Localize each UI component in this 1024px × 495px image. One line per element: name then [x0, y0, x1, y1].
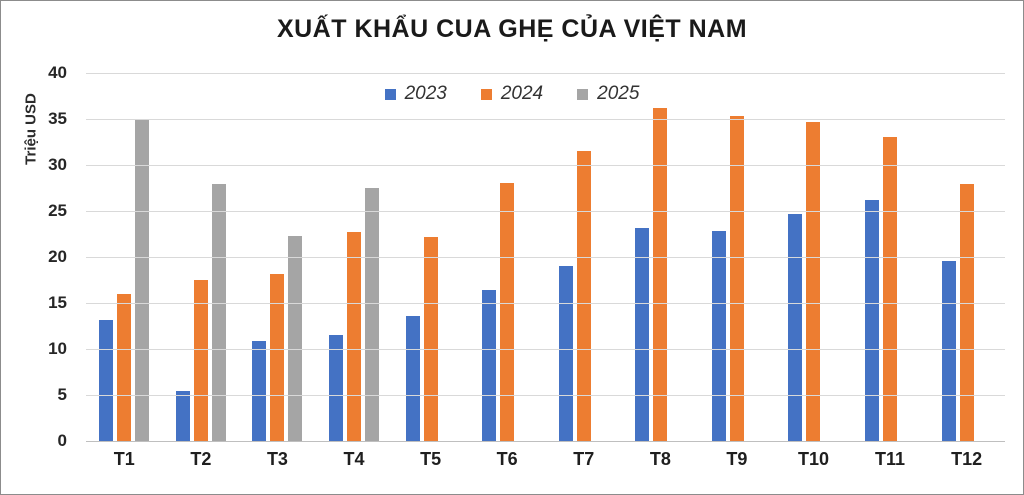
- x-tick-label-t4: T4: [343, 449, 365, 469]
- bar-2023-t10: [788, 213, 803, 441]
- legend-item-2023: 2023: [384, 83, 447, 105]
- bar-group-t3: [239, 73, 316, 441]
- legend: 2023 2024 2025: [1, 83, 1023, 105]
- bar-2024-t9: [729, 116, 744, 441]
- bar-2023-t4: [329, 335, 344, 441]
- bar-2024-t4: [347, 232, 362, 441]
- bar-groups: [86, 73, 1005, 441]
- x-tick-label-t9: T9: [726, 449, 748, 469]
- bar-group-t11: [852, 73, 929, 441]
- x-tick-label-t6: T6: [496, 449, 518, 469]
- bar-2023-t2: [175, 391, 190, 441]
- legend-swatch-icon-2023: [384, 88, 396, 100]
- x-tick-label-t5: T5: [420, 449, 442, 469]
- bar-group-t4: [316, 73, 393, 441]
- y-tick-label-25: 25: [48, 201, 67, 220]
- bar-group-t9: [699, 73, 776, 441]
- chart-title: XUẤT KHẨU CUA GHẸ CỦA VIỆT NAM: [276, 15, 748, 43]
- bar-2023-t3: [252, 340, 267, 441]
- bar-2023-t7: [558, 266, 573, 441]
- x-tick-label-t7: T7: [573, 449, 595, 469]
- gridline-y-15: [86, 302, 1005, 304]
- bar-2023-t12: [941, 260, 956, 441]
- bar-2024-t11: [883, 137, 898, 441]
- plot-area: [86, 72, 1005, 442]
- bar-2023-t8: [635, 227, 650, 441]
- gridline-y-40: [86, 72, 1005, 74]
- legend-label-2023: 2023: [404, 83, 447, 104]
- bar-2024-t10: [806, 121, 821, 441]
- x-axis: T1 T2 T3 T4 T5 T6 T7 T8 T9 T10 T11 T12: [86, 449, 1005, 470]
- y-tick-label-15: 15: [48, 293, 67, 312]
- x-tick-label-t11: T11: [875, 449, 906, 469]
- bar-2024-t2: [193, 280, 208, 441]
- y-tick-label-5: 5: [57, 385, 67, 404]
- x-tick-label-t10: T10: [797, 449, 829, 469]
- bar-2024-t3: [270, 273, 285, 441]
- bar-2025-t2: [211, 184, 226, 441]
- y-tick-label-10: 10: [48, 339, 67, 358]
- bar-2023-t5: [405, 315, 420, 441]
- gridline-y-30: [86, 164, 1005, 166]
- legend-label-2024: 2024: [500, 83, 544, 104]
- legend-item-2025: 2025: [577, 83, 639, 105]
- bar-group-t12: [928, 73, 1005, 441]
- y-tick-label-40: 40: [48, 63, 67, 82]
- y-tick-label-35: 35: [48, 109, 67, 128]
- bar-2025-t4: [365, 188, 380, 441]
- bar-2024-t7: [576, 151, 591, 441]
- y-axis: 0 5 10 15 20 25 30 35 40: [1, 63, 77, 450]
- bar-2023-t6: [482, 290, 497, 441]
- y-tick-label-0: 0: [57, 431, 67, 450]
- legend-swatch-icon-2025: [577, 88, 589, 100]
- bar-2023-t11: [865, 199, 880, 441]
- gridline-y-25: [86, 210, 1005, 212]
- bar-2023-t1: [99, 320, 114, 441]
- bar-2025-t3: [288, 235, 303, 441]
- gridline-y-5: [86, 394, 1005, 396]
- bar-2023-t9: [711, 231, 726, 441]
- x-tick-label-t8: T8: [649, 449, 671, 469]
- gridline-y-35: [86, 118, 1005, 120]
- bar-group-t10: [775, 73, 852, 441]
- x-tick-label-t2: T2: [190, 449, 212, 469]
- bar-group-t5: [392, 73, 469, 441]
- legend-item-2024: 2024: [480, 83, 544, 105]
- bar-2025-t1: [135, 119, 150, 441]
- bar-2024-t8: [653, 107, 668, 441]
- gridline-y-0: [86, 440, 1005, 442]
- gridline-y-10: [86, 348, 1005, 350]
- bar-group-t8: [622, 73, 699, 441]
- bar-group-t6: [469, 73, 546, 441]
- y-tick-label-30: 30: [48, 155, 67, 174]
- bar-group-t7: [545, 73, 622, 441]
- x-tick-label-t12: T12: [951, 449, 983, 469]
- bar-2024-t6: [500, 183, 515, 441]
- gridline-y-20: [86, 256, 1005, 258]
- legend-swatch-icon-2024: [480, 88, 492, 100]
- bar-2024-t1: [117, 293, 132, 441]
- x-tick-label-t1: T1: [113, 449, 135, 469]
- legend-label-2025: 2025: [597, 83, 640, 104]
- bar-group-t1: [86, 73, 163, 441]
- bar-2024-t5: [423, 236, 438, 441]
- x-tick-label-t3: T3: [266, 449, 288, 469]
- bar-2024-t12: [959, 184, 974, 441]
- bar-group-t2: [163, 73, 240, 441]
- y-tick-label-20: 20: [48, 247, 67, 266]
